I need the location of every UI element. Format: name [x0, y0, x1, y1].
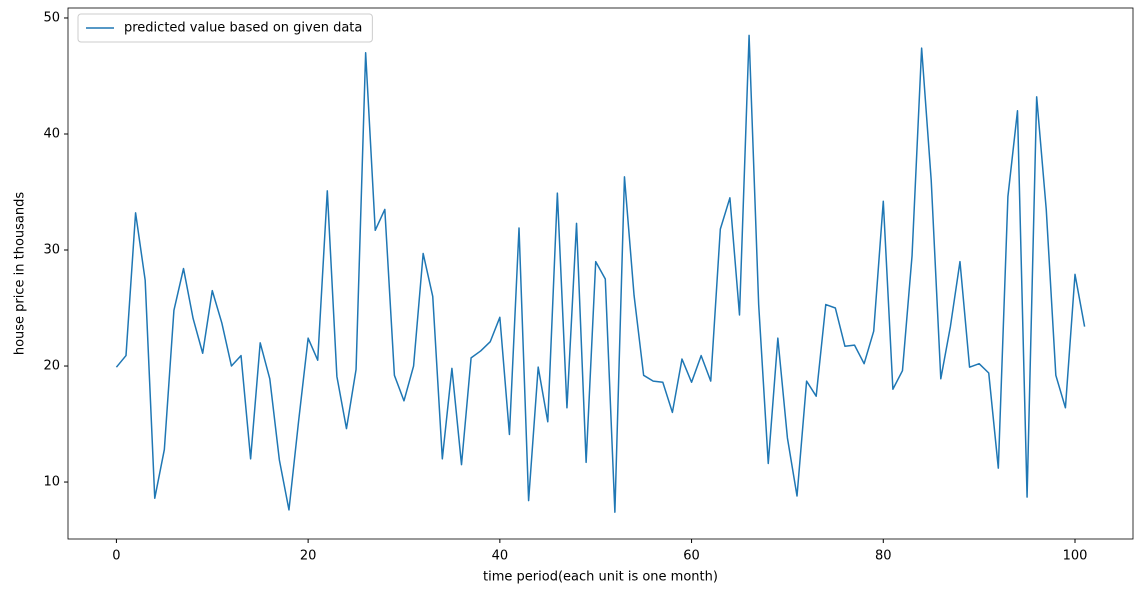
x-tick-label: 40	[492, 549, 509, 564]
y-tick-label: 30	[43, 243, 60, 258]
plot-frame	[67, 7, 1134, 540]
x-tick-label: 0	[112, 549, 120, 564]
legend-label: predicted value based on given data	[124, 21, 362, 36]
x-tick-label: 60	[683, 549, 700, 564]
y-axis-label: house price in thousands	[13, 192, 28, 356]
x-tick-label: 20	[300, 549, 317, 564]
x-tick-label: 80	[875, 549, 892, 564]
x-axis-label: time period(each unit is one month)	[483, 570, 718, 585]
y-tick-label: 20	[43, 359, 60, 374]
legend: predicted value based on given data	[77, 13, 373, 43]
y-tick-label: 10	[43, 475, 60, 490]
y-tick-label: 40	[43, 126, 60, 141]
x-tick-label: 100	[1063, 549, 1088, 564]
legend-box	[77, 13, 373, 43]
y-tick-label: 50	[43, 10, 60, 25]
line	[115, 34, 1086, 513]
